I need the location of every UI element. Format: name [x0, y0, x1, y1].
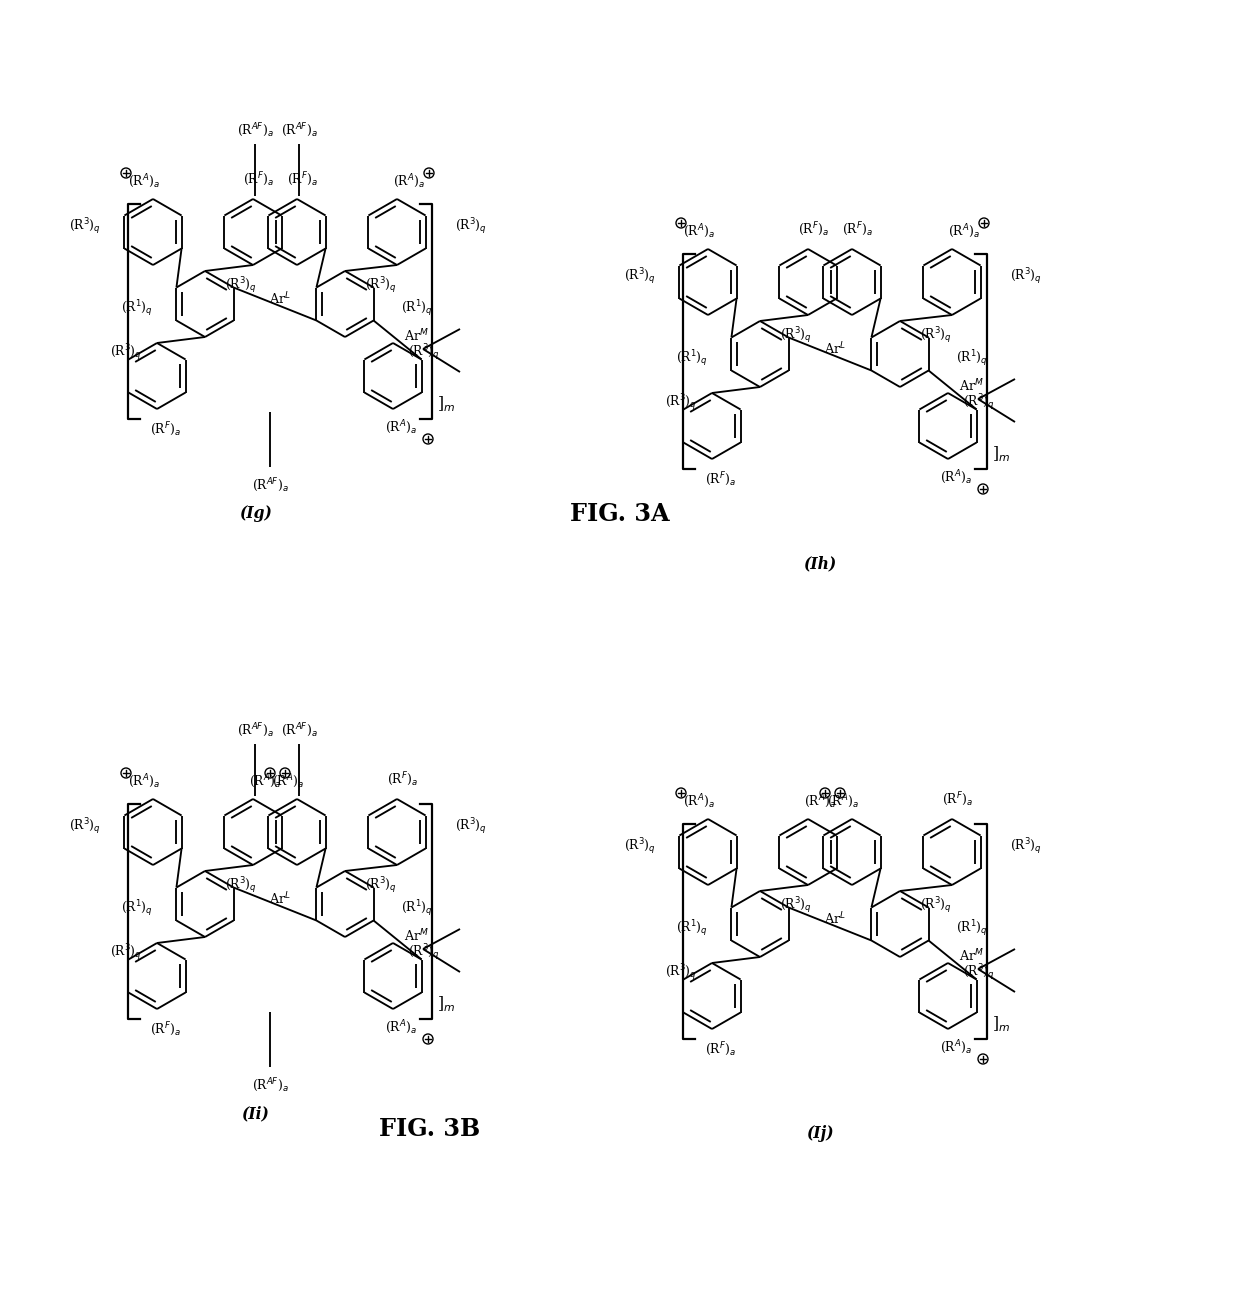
Text: (R$^F$)$_a$: (R$^F$)$_a$ — [286, 170, 317, 188]
Text: (R$^A$)$_a$: (R$^A$)$_a$ — [393, 172, 425, 191]
Text: (R$^A$)$_a$: (R$^A$)$_a$ — [272, 773, 304, 790]
Text: (R$^{AF}$)$_a$: (R$^{AF}$)$_a$ — [252, 1076, 289, 1093]
Text: (R$^A$)$_a$: (R$^A$)$_a$ — [940, 468, 972, 486]
Text: (R$^1$)$_q$: (R$^1$)$_q$ — [122, 899, 153, 920]
Text: (R$^1$)$_q$: (R$^1$)$_q$ — [401, 298, 433, 319]
Text: (R$^A$)$_a$: (R$^A$)$_a$ — [128, 773, 160, 790]
Text: (R$^F$)$_a$: (R$^F$)$_a$ — [704, 470, 735, 487]
Text: Ar$^L$: Ar$^L$ — [269, 290, 291, 307]
Text: Ar$^M$: Ar$^M$ — [960, 377, 985, 394]
Text: (Ih): (Ih) — [804, 556, 837, 573]
Text: ]$_m$: ]$_m$ — [436, 394, 455, 414]
Text: Ar$^L$: Ar$^L$ — [825, 911, 846, 928]
Text: (R$^{AF}$)$_a$: (R$^{AF}$)$_a$ — [237, 721, 273, 738]
Text: (R$^3$)$_q$: (R$^3$)$_q$ — [110, 343, 143, 363]
Text: (R$^F$)$_a$: (R$^F$)$_a$ — [842, 221, 873, 238]
Text: (R$^A$)$_a$: (R$^A$)$_a$ — [683, 222, 715, 240]
Text: (R$^3$)$_q$: (R$^3$)$_q$ — [365, 875, 397, 896]
Text: (R$^A$)$_a$: (R$^A$)$_a$ — [949, 222, 980, 240]
Text: (R$^3$)$_q$: (R$^3$)$_q$ — [110, 942, 143, 963]
Text: (R$^F$)$_a$: (R$^F$)$_a$ — [243, 170, 274, 188]
Text: ]$_m$: ]$_m$ — [992, 444, 1011, 464]
Text: ]$_m$: ]$_m$ — [436, 995, 455, 1014]
Text: (R$^3$)$_q$: (R$^3$)$_q$ — [665, 963, 697, 983]
Text: (R$^3$)$_q$: (R$^3$)$_q$ — [624, 837, 656, 857]
Text: (R$^3$)$_q$: (R$^3$)$_q$ — [1011, 837, 1042, 857]
Text: (R$^A$)$_a$: (R$^A$)$_a$ — [940, 1038, 972, 1056]
Text: (R$^F$)$_a$: (R$^F$)$_a$ — [941, 790, 972, 808]
Text: (R$^3$)$_q$: (R$^3$)$_q$ — [365, 276, 397, 296]
Text: (R$^F$)$_a$: (R$^F$)$_a$ — [797, 221, 828, 238]
Text: (R$^3$)$_q$: (R$^3$)$_q$ — [780, 326, 812, 347]
Text: (R$^3$)$_q$: (R$^3$)$_q$ — [920, 326, 952, 347]
Text: (R$^3$)$_q$: (R$^3$)$_q$ — [780, 896, 812, 916]
Text: (R$^3$)$_q$: (R$^3$)$_q$ — [963, 393, 994, 414]
Text: (R$^A$)$_a$: (R$^A$)$_a$ — [249, 773, 281, 790]
Text: (R$^1$)$_q$: (R$^1$)$_q$ — [676, 918, 708, 940]
Text: (R$^3$)$_q$: (R$^3$)$_q$ — [455, 817, 487, 837]
Text: (R$^3$)$_q$: (R$^3$)$_q$ — [963, 963, 994, 983]
Text: (R$^3$)$_q$: (R$^3$)$_q$ — [69, 817, 100, 837]
Text: ]$_m$: ]$_m$ — [992, 1014, 1011, 1034]
Text: Ar$^L$: Ar$^L$ — [825, 340, 846, 357]
Text: (R$^3$)$_q$: (R$^3$)$_q$ — [224, 875, 257, 896]
Text: (R$^F$)$_a$: (R$^F$)$_a$ — [704, 1041, 735, 1058]
Text: (Ig): (Ig) — [238, 506, 272, 523]
Text: (R$^A$)$_a$: (R$^A$)$_a$ — [386, 418, 417, 436]
Text: (R$^A$)$_a$: (R$^A$)$_a$ — [683, 792, 715, 809]
Text: (R$^A$)$_a$: (R$^A$)$_a$ — [804, 792, 836, 809]
Text: (R$^3$)$_q$: (R$^3$)$_q$ — [224, 276, 257, 296]
Text: (R$^{AF}$)$_a$: (R$^{AF}$)$_a$ — [280, 721, 317, 738]
Text: (R$^3$)$_q$: (R$^3$)$_q$ — [624, 267, 656, 288]
Text: (R$^3$)$_q$: (R$^3$)$_q$ — [455, 217, 487, 238]
Text: (R$^1$)$_q$: (R$^1$)$_q$ — [956, 918, 988, 940]
Text: (R$^A$)$_a$: (R$^A$)$_a$ — [827, 792, 859, 809]
Text: (R$^A$)$_a$: (R$^A$)$_a$ — [386, 1018, 417, 1035]
Text: (R$^F$)$_a$: (R$^F$)$_a$ — [387, 770, 418, 788]
Text: (Ii): (Ii) — [241, 1105, 269, 1122]
Text: (R$^F$)$_a$: (R$^F$)$_a$ — [150, 1020, 181, 1038]
Text: (R$^A$)$_a$: (R$^A$)$_a$ — [128, 172, 160, 191]
Text: (R$^{AF}$)$_a$: (R$^{AF}$)$_a$ — [237, 121, 273, 139]
Text: (R$^1$)$_q$: (R$^1$)$_q$ — [676, 348, 708, 369]
Text: Ar$^L$: Ar$^L$ — [269, 891, 291, 907]
Text: (R$^3$)$_q$: (R$^3$)$_q$ — [408, 942, 440, 963]
Text: Ar$^M$: Ar$^M$ — [960, 947, 985, 964]
Text: (R$^1$)$_q$: (R$^1$)$_q$ — [122, 298, 153, 319]
Text: (R$^F$)$_a$: (R$^F$)$_a$ — [150, 420, 181, 438]
Text: FIG. 3B: FIG. 3B — [379, 1117, 481, 1141]
Text: FIG. 3A: FIG. 3A — [570, 502, 670, 526]
Text: (R$^{AF}$)$_a$: (R$^{AF}$)$_a$ — [280, 121, 317, 139]
Text: (R$^{AF}$)$_a$: (R$^{AF}$)$_a$ — [252, 476, 289, 494]
Text: Ar$^M$: Ar$^M$ — [404, 928, 429, 945]
Text: Ar$^M$: Ar$^M$ — [404, 327, 429, 344]
Text: (R$^1$)$_q$: (R$^1$)$_q$ — [401, 899, 433, 920]
Text: (R$^1$)$_q$: (R$^1$)$_q$ — [956, 348, 988, 369]
Text: (R$^3$)$_q$: (R$^3$)$_q$ — [69, 217, 100, 238]
Text: (R$^3$)$_q$: (R$^3$)$_q$ — [920, 896, 952, 916]
Text: (R$^3$)$_q$: (R$^3$)$_q$ — [1011, 267, 1042, 288]
Text: (R$^3$)$_q$: (R$^3$)$_q$ — [665, 393, 697, 414]
Text: (Ij): (Ij) — [806, 1126, 833, 1142]
Text: (R$^3$)$_q$: (R$^3$)$_q$ — [408, 343, 440, 363]
